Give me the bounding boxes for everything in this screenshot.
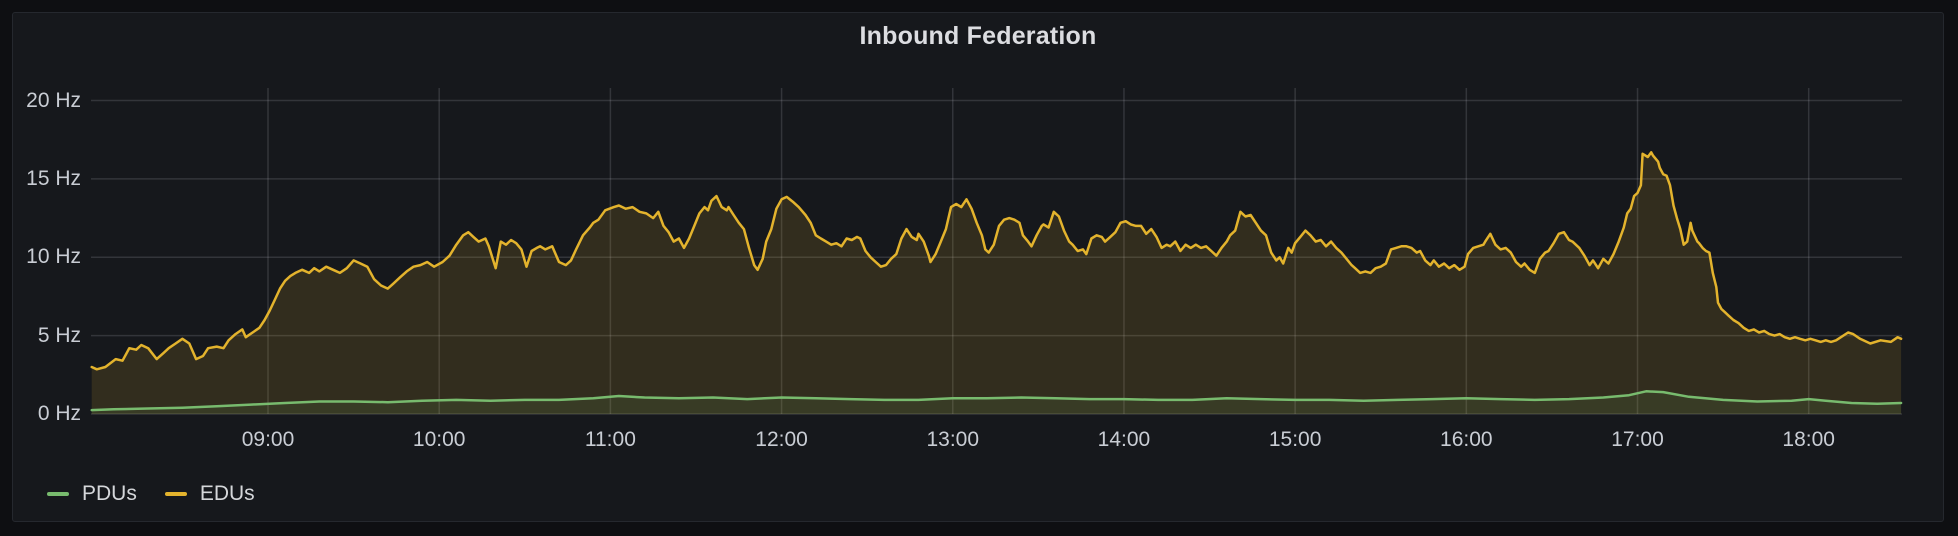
legend-item-edus[interactable]: EDUs bbox=[164, 481, 255, 507]
x-axis-tick-label: 13:00 bbox=[926, 428, 980, 451]
legend-label: EDUs bbox=[199, 482, 255, 505]
x-axis-tick-label: 11:00 bbox=[584, 428, 636, 451]
x-axis-tick-label: 14:00 bbox=[1097, 428, 1151, 451]
legend-marker-pdus bbox=[47, 492, 69, 496]
x-axis-tick-label: 16:00 bbox=[1440, 428, 1493, 451]
y-axis-tick-label: 20 Hz bbox=[26, 88, 81, 112]
x-axis-tick-label: 09:00 bbox=[241, 428, 295, 451]
legend-label: PDUs bbox=[82, 482, 137, 505]
series-area-pdus bbox=[91, 391, 1902, 414]
y-axis-tick-label: 5 Hz bbox=[37, 323, 81, 347]
series-line-edus bbox=[90, 151, 1903, 371]
y-axis-tick-label: 15 Hz bbox=[26, 166, 81, 190]
panel-inbound-federation: Inbound Federation 0 Hz 5 Hz 10 Hz 15 Hz 20 … bbox=[12, 12, 1944, 522]
x-axis-tick-label: 10:00 bbox=[412, 428, 466, 451]
series-line-pdus bbox=[90, 390, 1903, 412]
x-axis-tick-label: 18:00 bbox=[1782, 428, 1835, 451]
panel-title[interactable]: Inbound Federation bbox=[859, 22, 1097, 50]
legend-marker-edus bbox=[164, 492, 187, 496]
series-area-edus bbox=[91, 152, 1902, 415]
y-axis-tick-label: 0 Hz bbox=[37, 402, 81, 425]
x-axis-tick-label: 12:00 bbox=[755, 428, 808, 451]
legend-item-pdus[interactable]: PDUs bbox=[47, 481, 137, 507]
legend: PDUs EDUs bbox=[47, 481, 255, 507]
x-axis-tick-label: 17:00 bbox=[1611, 428, 1664, 451]
x-axis-tick-label: 15:00 bbox=[1268, 428, 1322, 451]
chart-svg[interactable] bbox=[90, 88, 1903, 418]
chart-region[interactable] bbox=[90, 88, 1903, 418]
y-axis-tick-label: 10 Hz bbox=[26, 245, 81, 269]
